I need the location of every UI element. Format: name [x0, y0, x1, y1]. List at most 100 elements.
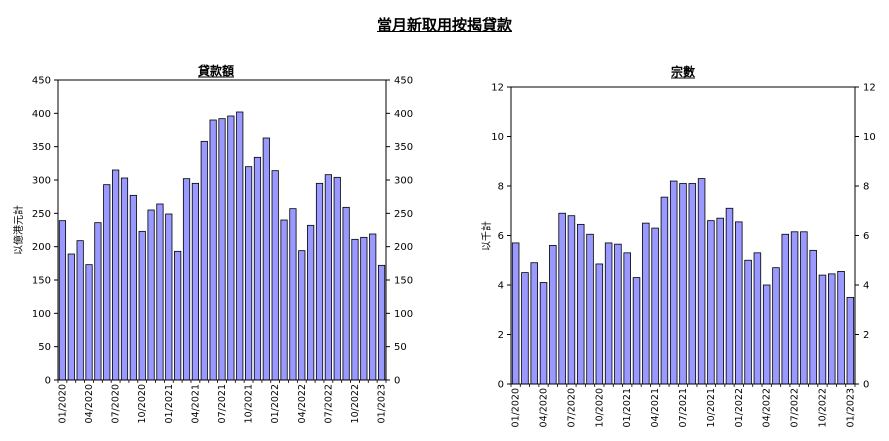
bar [707, 220, 715, 385]
x-tick-label: 07/2022 [323, 384, 334, 423]
chart-title: 貸款額 [198, 63, 234, 78]
bar [781, 233, 790, 385]
x-tick-label: 01/2023 [845, 388, 856, 427]
bar [828, 273, 836, 385]
y-tick-label-right: 150 [394, 276, 413, 287]
x-tick-label: 07/2020 [111, 384, 122, 423]
x-tick-label: 07/2020 [566, 388, 577, 427]
y-tick-label-left: 2 [498, 330, 504, 341]
y-tick-label-left: 100 [32, 309, 51, 320]
x-tick-label: 01/2021 [622, 388, 633, 427]
bar [753, 252, 762, 385]
y-tick-label-left: 250 [32, 209, 51, 220]
x-tick-label: 10/2020 [137, 384, 148, 423]
y-tick-label-right: 10 [863, 132, 876, 143]
bar [549, 244, 557, 385]
y-tick-label-left: 350 [32, 142, 51, 153]
y-tick-label-right: 0 [394, 376, 400, 387]
x-tick-label: 10/2021 [706, 388, 717, 427]
y-tick-label-right: 300 [394, 176, 413, 187]
bar [744, 259, 752, 385]
page-title: 當月新取用按揭貸款 [376, 16, 512, 34]
y-tick-label-left: 300 [32, 176, 51, 187]
y-tick-label-right: 400 [394, 109, 413, 120]
bar [623, 252, 631, 385]
y-tick-label-right: 250 [394, 209, 413, 220]
bar [735, 221, 743, 385]
y-tick-label-right: 100 [394, 309, 413, 320]
y-axis-label: 以千計 [480, 221, 493, 251]
bar [567, 215, 576, 385]
bar [800, 231, 808, 385]
y-tick-label-left: 0 [45, 376, 51, 387]
bar [539, 282, 548, 385]
bar [772, 267, 780, 385]
bar [762, 284, 771, 385]
y-tick-label-left: 4 [498, 281, 504, 292]
bar [651, 227, 659, 385]
bar [846, 296, 855, 385]
x-tick-label: 01/2023 [377, 384, 388, 423]
y-tick-label-left: 10 [491, 132, 504, 143]
y-tick-label-right: 450 [394, 76, 413, 87]
y-tick-label-right: 6 [863, 231, 869, 242]
x-tick-label: 01/2021 [164, 384, 175, 423]
x-tick-label: 07/2021 [678, 388, 689, 427]
y-tick-label-left: 200 [32, 242, 51, 253]
bar [790, 231, 799, 385]
y-tick-label-right: 4 [863, 281, 869, 292]
bar [614, 243, 622, 385]
y-tick-label-right: 0 [863, 380, 869, 391]
bar [521, 272, 529, 385]
y-tick-label-left: 6 [498, 231, 504, 242]
bar [837, 270, 845, 385]
plot-frame [57, 79, 387, 381]
x-tick-label: 01/2020 [57, 384, 68, 423]
x-tick-label: 10/2022 [350, 384, 361, 423]
bar [669, 180, 678, 385]
bar [716, 217, 724, 385]
bar [679, 183, 687, 385]
x-tick-label: 10/2021 [244, 384, 255, 423]
bar [725, 207, 734, 385]
y-tick-label-right: 50 [394, 342, 407, 353]
x-tick-label: 04/2022 [297, 384, 308, 423]
bar [511, 242, 520, 385]
y-tick-label-left: 12 [491, 83, 504, 94]
bar [632, 277, 641, 385]
x-tick-label: 01/2022 [734, 388, 745, 427]
bar [697, 178, 706, 385]
y-tick-label-left: 50 [38, 342, 51, 353]
y-tick-label-left: 8 [498, 182, 504, 193]
y-tick-label-right: 12 [863, 83, 876, 94]
x-tick-label: 04/2020 [539, 388, 550, 427]
y-tick-label-left: 400 [32, 109, 51, 120]
x-tick-label: 04/2021 [650, 388, 661, 427]
x-tick-label: 10/2022 [817, 388, 828, 427]
bar [530, 262, 538, 385]
y-tick-label-left: 150 [32, 276, 51, 287]
y-tick-label-right: 350 [394, 142, 413, 153]
x-tick-label: 07/2021 [217, 384, 228, 423]
bar [604, 242, 613, 385]
bar [595, 263, 604, 385]
x-tick-label: 04/2020 [84, 384, 95, 423]
bar [576, 223, 585, 385]
bar [558, 212, 566, 385]
y-tick-label-left: 0 [498, 380, 504, 391]
x-tick-label: 01/2022 [270, 384, 281, 423]
bar [586, 233, 594, 385]
x-tick-label: 04/2022 [762, 388, 773, 427]
x-tick-label: 07/2022 [790, 388, 801, 427]
bar [818, 274, 827, 385]
x-tick-label: 01/2020 [511, 388, 522, 427]
bar [809, 249, 817, 385]
bar [642, 222, 650, 385]
y-axis-label: 以億港元計 [12, 205, 25, 255]
y-tick-label-right: 200 [394, 242, 413, 253]
y-tick-label-right: 8 [863, 182, 869, 193]
y-tick-label-left: 450 [32, 76, 51, 87]
chart-title: 宗數 [671, 64, 695, 79]
